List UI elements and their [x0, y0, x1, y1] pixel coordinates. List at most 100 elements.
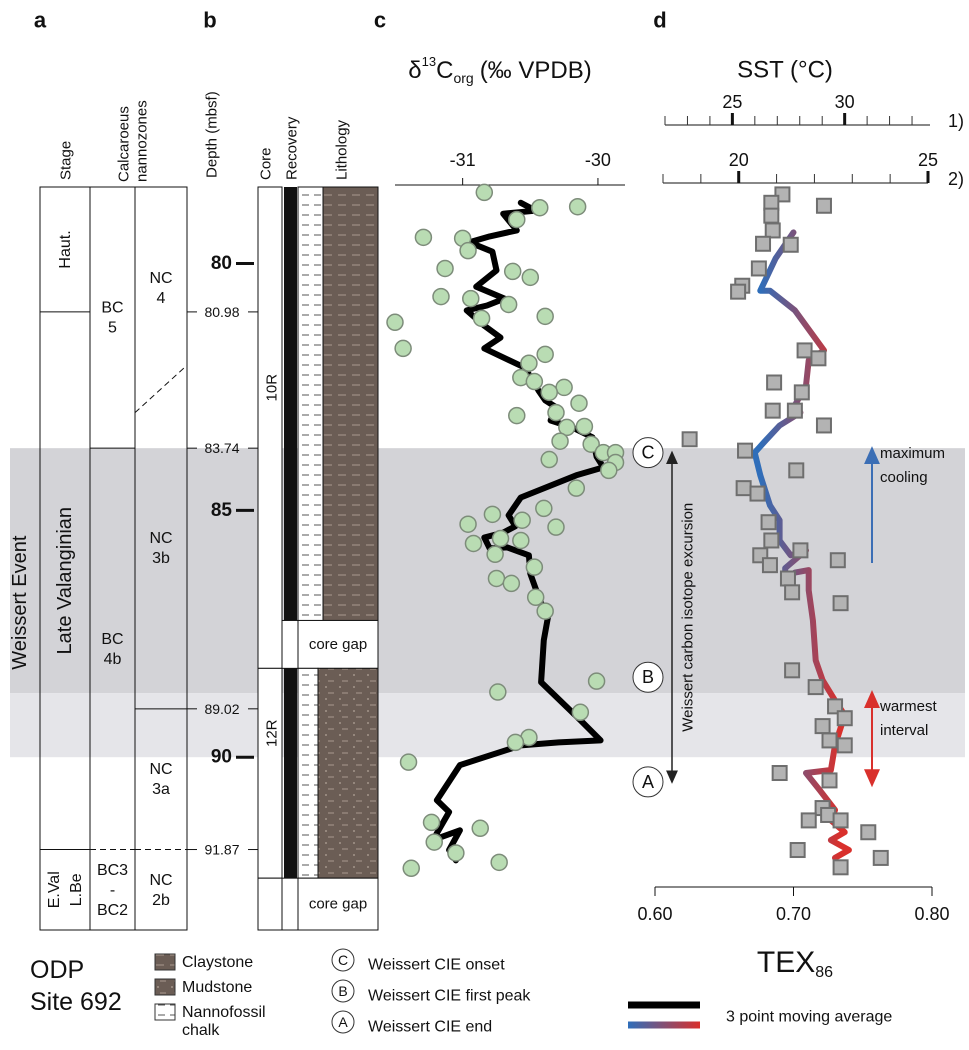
data-point	[587, 672, 606, 690]
zone-label: NC 2b	[149, 871, 172, 908]
label-line: Late Valanginian	[54, 507, 76, 655]
data-point	[789, 842, 806, 859]
label-line: BC2	[97, 901, 128, 918]
data-point	[836, 710, 853, 727]
recovery-bar	[284, 187, 297, 621]
lithology-chalk	[297, 667, 319, 879]
x-tick-label: 0.80	[914, 904, 949, 924]
data-point	[386, 313, 404, 332]
data-point	[508, 406, 526, 425]
title-part: org	[453, 70, 473, 86]
x-tick-label: -30	[585, 150, 611, 170]
data-point	[531, 198, 549, 217]
background-layer	[10, 448, 965, 758]
label-line: -	[110, 881, 115, 898]
data-point	[462, 289, 480, 308]
data-point	[547, 403, 565, 422]
data-point	[796, 342, 813, 359]
recovery-gap	[281, 877, 299, 931]
legend-swatch	[154, 1003, 176, 1021]
data-point	[503, 262, 522, 281]
data-point	[737, 442, 754, 459]
title-part: C	[436, 57, 453, 84]
site-label: Site 692	[30, 988, 122, 1016]
cie-marker	[632, 766, 664, 798]
boundary-tick-label: 80.98	[204, 304, 239, 320]
data-point	[472, 309, 491, 328]
label-line: Mudstone	[182, 979, 252, 996]
data-point	[399, 753, 418, 771]
label-line: NC	[149, 529, 172, 546]
data-point	[872, 849, 889, 866]
x-tick-label: 0.60	[637, 904, 672, 924]
zone-label: BC 5	[101, 299, 123, 336]
data-point	[525, 372, 544, 391]
data-point	[471, 819, 489, 838]
depth-tick-label: 85	[211, 500, 233, 521]
data-point	[821, 772, 838, 789]
depth-tick-label: 80	[211, 253, 232, 274]
data-point	[425, 833, 443, 851]
moving-average-line	[429, 199, 607, 864]
data-point	[475, 183, 494, 202]
data-point	[486, 545, 504, 564]
label-line: 2b	[152, 891, 170, 908]
data-point	[681, 431, 698, 448]
data-point	[513, 511, 531, 529]
sst-tick-label: 25	[722, 92, 742, 112]
data-point	[547, 518, 565, 536]
data-point	[764, 222, 781, 239]
data-point	[832, 812, 849, 829]
data-point	[793, 384, 810, 401]
zone-label: NC 3b	[149, 529, 172, 566]
annotation: warmest interval	[879, 698, 938, 739]
boundary-tick-label: 83.74	[204, 440, 239, 456]
data-point	[815, 417, 832, 434]
label-line: maximum	[880, 445, 945, 462]
data-point	[815, 197, 832, 214]
data-point	[567, 479, 586, 497]
data-point	[459, 515, 477, 533]
label-line: BC	[101, 630, 123, 647]
data-point	[499, 295, 518, 314]
legend-marker	[331, 979, 355, 1003]
x-tick-label: -31	[450, 150, 476, 170]
column-header: Core	[258, 147, 275, 180]
cie-label: Weissert carbon isotope excursion	[680, 503, 697, 732]
data-point	[792, 542, 809, 559]
lithology-chalk	[297, 186, 324, 621]
legend-marker-letter: B	[338, 983, 347, 999]
data-point	[540, 383, 558, 402]
data-point	[832, 859, 849, 876]
legend-label: Weissert CIE onset	[368, 957, 505, 974]
event-band	[10, 693, 965, 758]
data-point	[414, 228, 433, 247]
data-point	[402, 859, 420, 878]
core-box	[257, 877, 283, 931]
data-point	[788, 462, 805, 479]
label-line: Haut.	[57, 230, 74, 268]
title-part: TEX	[757, 946, 815, 979]
core-gap	[297, 877, 379, 931]
site-label: ODP	[30, 956, 84, 984]
main-layer: a b c d Stage Calcaroeus nannozones Depth (mbsf…	[9, 8, 964, 1039]
annotation: maximum cooling	[880, 445, 945, 486]
core-gap-label: core gap	[309, 636, 367, 653]
data-point	[489, 683, 507, 701]
label-line: 3b	[152, 549, 170, 566]
data-point	[836, 737, 853, 754]
column-header: Recovery	[284, 116, 301, 180]
data-point	[432, 287, 450, 306]
data-point	[536, 307, 554, 326]
data-point	[763, 207, 780, 224]
legend-label: Mudstone	[182, 979, 252, 996]
x-axis-title: TEX86	[757, 946, 833, 981]
data-point	[558, 418, 576, 437]
data-point	[784, 584, 801, 601]
label-line: NC	[149, 761, 172, 778]
zone-label: BC 4b	[101, 630, 123, 667]
label-line: warmest	[879, 698, 938, 715]
data-point	[860, 824, 877, 841]
